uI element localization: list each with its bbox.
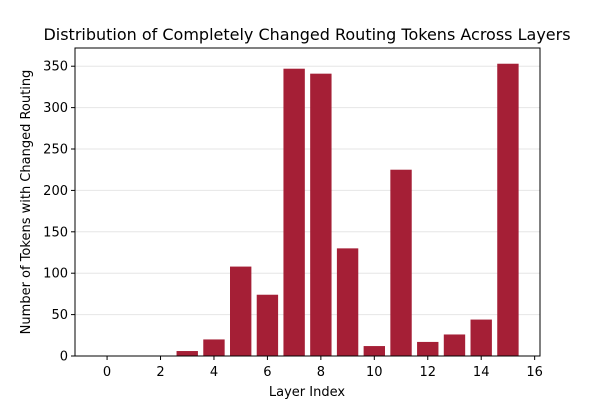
- x-axis-ticks: 0 2 4 6 8 10 12 14 16: [103, 356, 543, 380]
- bar: [443, 334, 466, 356]
- x-tick-label: 14: [473, 365, 490, 380]
- x-tick-label: 4: [210, 365, 218, 380]
- y-axis-ticks: 0 50 100 150 200 250 300 350: [43, 60, 75, 365]
- y-tick-label: 200: [43, 184, 68, 199]
- bars: [176, 63, 519, 357]
- y-tick-label: 150: [43, 225, 68, 240]
- x-tick-label: 8: [317, 365, 325, 380]
- x-tick-label: 6: [263, 365, 271, 380]
- x-tick-label: 12: [419, 365, 436, 380]
- y-tick-label: 300: [43, 101, 68, 116]
- chart-title: Distribution of Completely Changed Routi…: [43, 25, 570, 44]
- x-tick-label: 10: [366, 365, 383, 380]
- bar: [256, 294, 279, 356]
- y-tick-label: 50: [51, 308, 68, 323]
- x-tick-label: 2: [156, 365, 164, 380]
- bar: [336, 248, 359, 356]
- bar: [470, 319, 492, 356]
- plot-frame: [74, 47, 541, 357]
- y-tick-label: 250: [43, 143, 68, 158]
- y-tick-label: 350: [43, 60, 68, 75]
- y-tick-label: 100: [43, 267, 68, 282]
- bar: [497, 63, 519, 357]
- bar: [390, 169, 412, 356]
- bar: [230, 266, 252, 356]
- y-axis-label: Number of Tokens with Changed Routing: [19, 70, 34, 335]
- x-tick-label: 0: [103, 365, 111, 380]
- bar: [283, 68, 305, 357]
- bar: [203, 339, 225, 356]
- y-tick-label: 0: [60, 350, 68, 365]
- gridlines: [75, 65, 540, 357]
- x-tick-label: 16: [526, 365, 543, 380]
- bar: [176, 351, 198, 356]
- bar: [363, 346, 385, 356]
- bar: [417, 341, 439, 356]
- x-axis-label: Layer Index: [269, 385, 345, 400]
- bar: [310, 73, 332, 357]
